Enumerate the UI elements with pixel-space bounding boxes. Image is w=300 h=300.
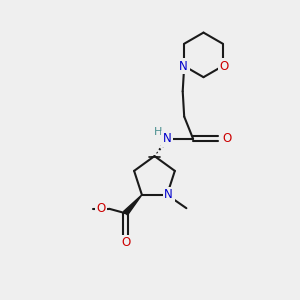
Polygon shape [124, 195, 142, 215]
Text: H: H [154, 127, 163, 137]
Text: O: O [219, 59, 229, 73]
Text: O: O [122, 236, 131, 250]
Text: N: N [163, 132, 172, 146]
Text: O: O [96, 202, 106, 215]
Text: N: N [164, 188, 173, 201]
Text: O: O [222, 132, 231, 146]
Text: N: N [179, 59, 188, 73]
